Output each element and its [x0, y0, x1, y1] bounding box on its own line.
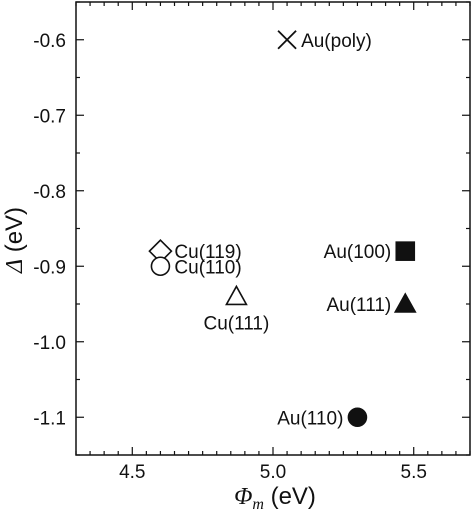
data-label: Cu(111) [204, 313, 270, 334]
data-point [225, 284, 248, 306]
y-tick-label: -0.7 [33, 106, 66, 127]
data-point [393, 292, 417, 313]
y-tick-label: -0.8 [33, 182, 66, 203]
y-tick-label: -1.1 [33, 408, 66, 429]
data-label: Au(poly) [301, 31, 372, 52]
data-point [395, 241, 416, 261]
y-axis-title: Δ (eV) [1, 207, 28, 274]
data-label: Au(110) [277, 408, 343, 429]
x-tick-label: 4.5 [119, 462, 145, 483]
x-tick-label: 5.0 [260, 462, 286, 483]
y-tick-label: -1.0 [33, 333, 66, 354]
plot-frame [75, 1, 471, 456]
data-label: Cu(119) [174, 242, 241, 263]
y-tick-label: -0.9 [33, 257, 66, 278]
x-tick-label: 5.5 [401, 462, 427, 483]
data-label: Au(100) [324, 242, 392, 263]
data-point [347, 407, 368, 428]
y-tick-label: -0.6 [33, 31, 66, 52]
data-label: Cu(110) [174, 257, 241, 278]
axis-ticks: 4.5 5.0 5.5 -0.6 -0.7 -0.8 -0.9 -1.0 -1.1 [33, 1, 471, 483]
data-point [277, 30, 297, 50]
data-points: Au(poly) Cu(119)Cu(110) Cu(111) Au(100) Au(1… [148, 30, 417, 429]
data-label: Au(111) [326, 295, 391, 316]
data-point [150, 256, 171, 277]
x-axis-title: Φm (eV) [234, 483, 316, 513]
